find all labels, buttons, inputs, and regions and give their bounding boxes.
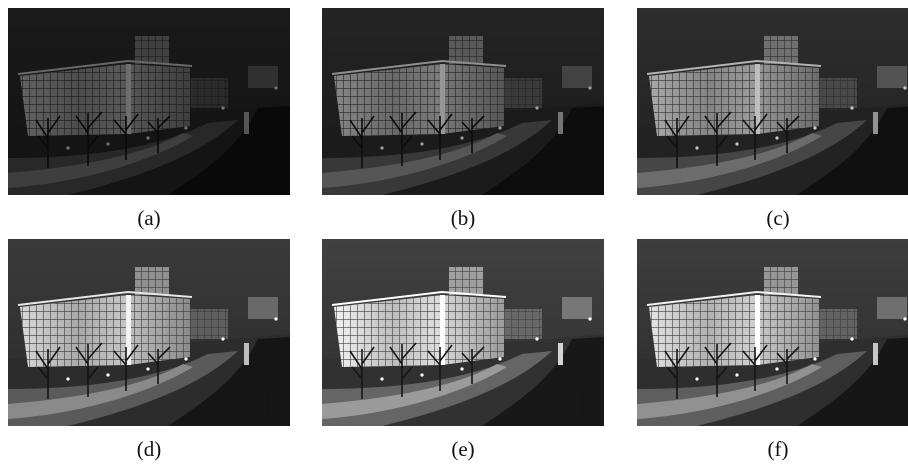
caption-c: (c) bbox=[766, 206, 790, 230]
night-building-photo-a bbox=[8, 8, 290, 195]
panel-a-image bbox=[8, 8, 290, 195]
panel-d-image bbox=[8, 239, 290, 426]
night-building-photo-e bbox=[322, 239, 604, 426]
caption-e: (e) bbox=[451, 437, 475, 461]
night-building-photo-d bbox=[8, 239, 290, 426]
panel-f-image bbox=[637, 239, 908, 426]
panel-c-image bbox=[637, 8, 908, 195]
panel-b-image bbox=[322, 8, 604, 195]
panel-e-image bbox=[322, 239, 604, 426]
caption-a: (a) bbox=[137, 206, 161, 230]
night-building-photo-f bbox=[637, 239, 908, 426]
caption-f: (f) bbox=[767, 437, 789, 461]
caption-d: (d) bbox=[136, 437, 162, 461]
night-building-photo-b bbox=[322, 8, 604, 195]
night-building-photo-c bbox=[637, 8, 908, 195]
caption-b: (b) bbox=[450, 206, 476, 230]
